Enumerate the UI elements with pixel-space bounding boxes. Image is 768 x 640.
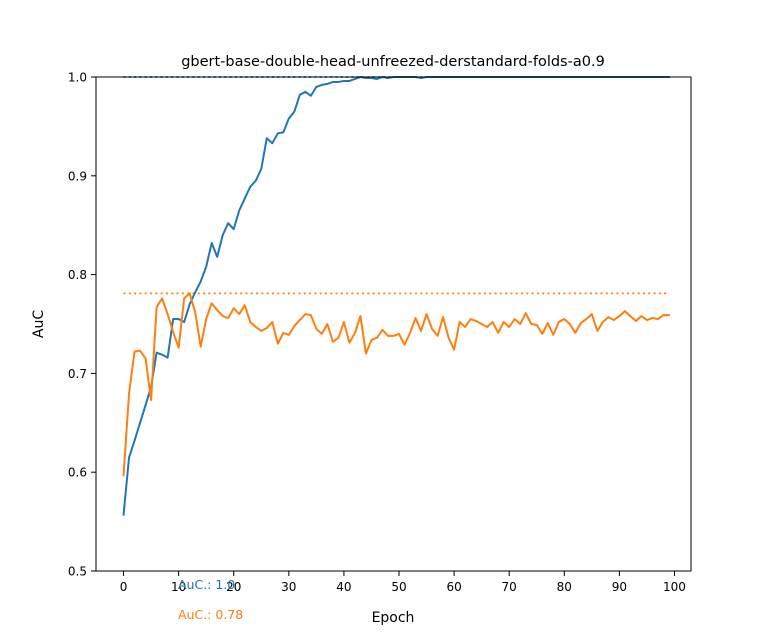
annotations: AuC.: 1.0 AuC.: 0.78 bbox=[178, 577, 243, 622]
x-tick-label-50: 50 bbox=[391, 580, 406, 594]
x-tick-label-0: 0 bbox=[120, 580, 128, 594]
reference-lines bbox=[123, 76, 669, 295]
x-tick-label-70: 70 bbox=[502, 580, 517, 594]
x-axis-label: Epoch bbox=[372, 610, 415, 626]
x-tick-label-10: 10 bbox=[171, 580, 186, 594]
chart-title: gbert-base-double-head-unfreezed-derstan… bbox=[181, 54, 605, 70]
y-tick-label-2: 0.7 bbox=[68, 367, 87, 381]
x-tick-label-80: 80 bbox=[557, 580, 572, 594]
series-lines bbox=[122, 76, 670, 516]
plot-frame bbox=[95, 76, 692, 572]
y-tick-label-5: 1.0 bbox=[68, 71, 87, 85]
y-tick-label-0: 0.5 bbox=[68, 565, 87, 579]
series-line-1 bbox=[122, 292, 670, 477]
series-line-0 bbox=[122, 76, 670, 516]
y-axis: 0.5 0.6 0.7 0.8 0.9 1.0 bbox=[68, 71, 96, 579]
annotation-auc-blue: AuC.: 1.0 bbox=[178, 577, 235, 592]
x-tick-label-100: 100 bbox=[663, 580, 686, 594]
y-tick-label-4: 0.9 bbox=[68, 169, 87, 183]
x-tick-label-60: 60 bbox=[446, 580, 461, 594]
x-tick-label-30: 30 bbox=[281, 580, 296, 594]
x-tick-label-90: 90 bbox=[612, 580, 627, 594]
x-axis: 0 10 20 30 40 50 60 70 80 90 100 bbox=[120, 571, 686, 594]
annotation-auc-orange: AuC.: 0.78 bbox=[178, 607, 243, 622]
y-tick-label-1: 0.6 bbox=[68, 466, 87, 480]
x-tick-label-20: 20 bbox=[226, 580, 241, 594]
x-tick-label-40: 40 bbox=[336, 580, 351, 594]
y-axis-label: AuC bbox=[31, 310, 47, 338]
plot-area bbox=[95, 76, 692, 572]
y-tick-label-3: 0.8 bbox=[68, 268, 87, 282]
